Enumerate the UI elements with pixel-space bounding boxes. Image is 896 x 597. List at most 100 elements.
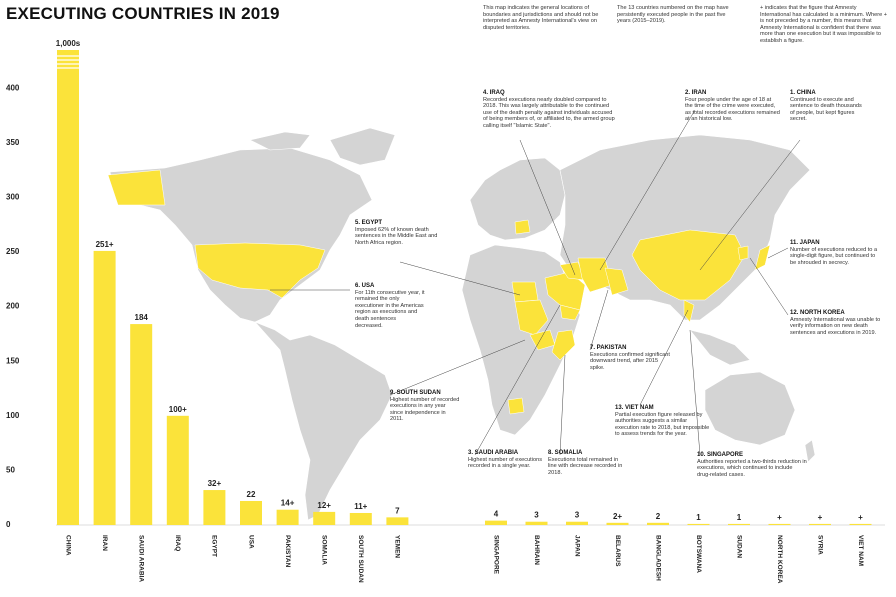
bar — [203, 490, 226, 525]
annotation-text: Highest number of executions recorded in… — [468, 456, 543, 470]
x-tick-label: IRAN — [101, 535, 108, 551]
x-tick-label: SINGAPORE — [492, 535, 499, 575]
data-label: 7 — [395, 506, 400, 515]
annotation-title: 10. SINGAPORE — [697, 452, 744, 458]
bar — [606, 522, 629, 525]
note: The 13 countries numbered on the map hav… — [617, 5, 729, 25]
bar — [313, 511, 336, 525]
bar — [525, 521, 548, 525]
bar — [566, 521, 588, 525]
annotation-text: Continued to execute and sentence to dea… — [790, 96, 862, 123]
annotation-title: 8. SOMALIA — [548, 450, 583, 456]
y-tick-label: 400 — [6, 83, 20, 92]
data-label: + — [818, 513, 823, 522]
y-tick-label: 0 — [6, 520, 11, 529]
annotation-title: 1. CHINA — [790, 90, 816, 96]
x-tick-label: BOTSWANA — [695, 535, 702, 573]
y-tick-label: 100 — [6, 411, 20, 420]
annotation: 10. SINGAPORE Authorities reported a two-… — [697, 452, 807, 478]
annotation-text: Executions total remained in line with d… — [548, 456, 623, 476]
data-label: 1 — [737, 513, 742, 522]
annotation-text: Highest number of recorded executions in… — [390, 396, 460, 423]
annotation: 7. PAKISTAN Executions confirmed signific… — [590, 345, 670, 371]
bar — [485, 520, 507, 525]
annotation-title: 5. EGYPT — [355, 220, 383, 226]
data-label: 2 — [656, 512, 661, 521]
highlighted-countries — [107, 169, 771, 415]
bars — [57, 50, 872, 525]
annotation: 13. VIET NAM Partial execution figure rel… — [615, 405, 710, 438]
data-label: + — [858, 513, 863, 522]
x-tick-label: BELARUS — [614, 535, 621, 567]
y-tick-label: 250 — [6, 247, 20, 256]
bar — [349, 512, 372, 525]
data-label: 11+ — [354, 502, 367, 511]
data-label: 32+ — [208, 479, 222, 488]
x-tick-label: EGYPT — [211, 535, 218, 557]
leader-lines — [270, 109, 801, 456]
data-label: 22 — [247, 490, 256, 499]
data-label: + — [777, 513, 782, 522]
bar — [57, 50, 79, 525]
x-tick-label: PAKISTAN — [284, 535, 291, 568]
bar — [809, 523, 831, 525]
annotation-text: Partial execution figure released by aut… — [615, 411, 710, 438]
bar — [386, 517, 409, 525]
x-tick-label: SOMALIA — [320, 535, 327, 565]
bar — [240, 500, 262, 525]
data-label: 1,000s — [56, 39, 81, 48]
annotation-title: 2. IRAN — [685, 90, 707, 96]
annotation: 12. NORTH KOREA Amnesty International was… — [790, 310, 885, 336]
data-label: 12+ — [317, 501, 331, 510]
annotation-title: 7. PAKISTAN — [590, 345, 627, 351]
chart-title: EXECUTING COUNTRIES IN 2019 — [6, 4, 280, 23]
data-label: 1 — [696, 513, 701, 522]
annotation-title: 11. JAPAN — [790, 240, 820, 246]
bar — [687, 523, 710, 525]
data-label: 100+ — [169, 405, 187, 414]
data-label: 251+ — [96, 240, 114, 249]
bar — [849, 523, 872, 525]
annotation: 2. IRAN Four people under the age of 18 a… — [685, 90, 780, 123]
annotation: 5. EGYPT Imposed 62% of known death sente… — [355, 220, 445, 246]
annotation: 3. SAUDI ARABIA Highest number of executi… — [468, 450, 543, 470]
annotation-text: Authorities reported a two-thirds reduct… — [697, 458, 807, 478]
data-label: 14+ — [281, 499, 295, 508]
x-tick-label: SYRIA — [816, 535, 823, 555]
data-label: 3 — [575, 511, 580, 520]
bar — [166, 415, 189, 525]
annotation-title: 6. USA — [355, 283, 375, 289]
x-tick-label: BAHRAIN — [533, 535, 540, 565]
x-tick-label: CHINA — [64, 535, 71, 556]
annotation-text: Number of executions reduced to a single… — [790, 246, 878, 266]
x-tick-label: YEMEN — [394, 535, 401, 558]
y-tick-label: 350 — [6, 138, 20, 147]
annotation-title: 12. NORTH KOREA — [790, 310, 845, 316]
x-tick-label: SAUDI ARABIA — [137, 535, 144, 582]
x-tick-label: NORTH KOREA — [776, 535, 783, 584]
x-tick-label: BANGLADESH — [654, 535, 661, 581]
annotation: 9. SOUTH SUDAN Highest number of recorded… — [390, 390, 460, 423]
y-tick-label: 50 — [6, 466, 15, 475]
annotation-text: Amnesty International was unable to veri… — [790, 316, 881, 336]
x-tick-label: JAPAN — [573, 535, 580, 557]
bar — [276, 509, 299, 525]
data-label: 184 — [135, 313, 149, 322]
annotation-text: For 11th consecutive year, it remained t… — [355, 289, 425, 329]
data-label: 2+ — [613, 512, 622, 521]
annotation-title: 4. IRAQ — [483, 90, 505, 96]
y-tick-label: 200 — [6, 302, 20, 311]
y-tick-label: 150 — [6, 356, 20, 365]
bar — [130, 324, 153, 525]
x-tick-label: SOUTH SUDAN — [357, 535, 364, 583]
data-label: 3 — [534, 511, 539, 520]
data-label: 4 — [494, 510, 499, 519]
annotation: 6. USA For 11th consecutive year, it rema… — [355, 283, 425, 329]
annotation: 11. JAPAN Number of executions reduced to… — [790, 240, 880, 266]
y-tick-label: 300 — [6, 193, 20, 202]
annotation-text: Four people under the age of 18 at the t… — [685, 96, 780, 123]
annotation: 4. IRAQ Recorded executions nearly double… — [483, 90, 618, 130]
bar — [768, 523, 791, 525]
